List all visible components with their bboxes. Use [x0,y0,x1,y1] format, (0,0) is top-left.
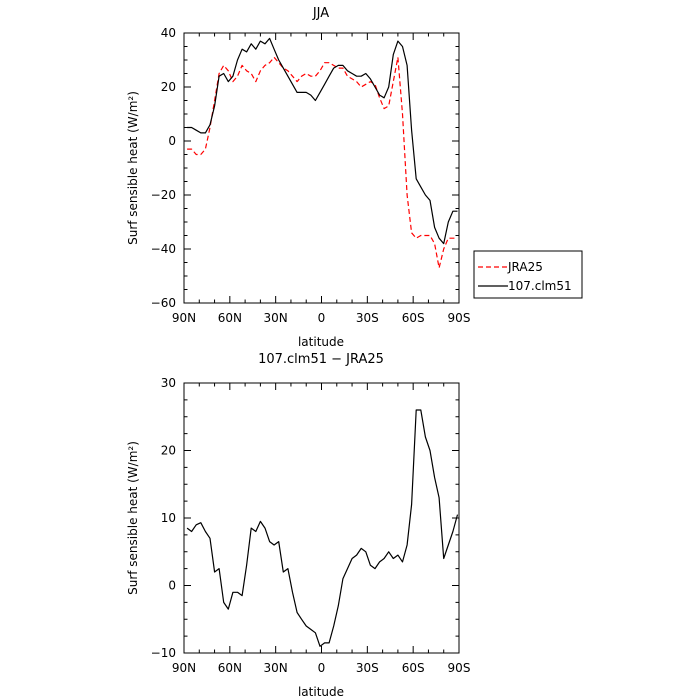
bottom-chart-x-tick-label: 90N [172,661,196,675]
bottom-chart-ticks [183,382,460,654]
bottom-chart-x-tick-label: 60N [218,661,242,675]
bottom-chart-y-tick-label: −10 [151,646,176,660]
bottom-chart-x-tick-label: 90S [448,661,471,675]
bottom-chart-y-tick-label: 0 [168,579,176,593]
bottom-chart-x-tick-label: 60S [402,661,425,675]
top-chart-ticks [183,32,460,304]
top-chart-x-tick-label: 30N [264,311,288,325]
legend-box [473,250,583,299]
top-chart-series [187,37,458,269]
bottom-chart-y-tick-label: 30 [161,376,176,390]
top-chart-x-tick-label: 0 [318,311,326,325]
bottom-chart-x-tick-labels: 90N 60N 30N 0 30S 60S 90S [172,661,471,675]
bottom-chart-x-tick-label: 30S [356,661,379,675]
chart-legend: JRA25 107.clm51 [473,250,583,299]
top-chart-x-axis-label: latitude [298,335,344,349]
bottom-chart-x-tick-label: 30N [264,661,288,675]
top-chart-title: JJA [312,6,329,21]
top-chart-y-tick-labels: −60 −40 −20 0 20 40 [151,26,176,310]
bottom-chart-y-tick-labels: −10 0 10 20 30 [151,376,176,660]
bottom-chart-y-tick-label: 10 [161,511,176,525]
top-chart-x-tick-label: 90N [172,311,196,325]
top-chart-series-line-2 [187,37,458,245]
legend-label-clm51: 107.clm51 [508,279,572,293]
top-chart-y-tick-label: −60 [151,296,176,310]
top-chart-x-tick-label: 60N [218,311,242,325]
bottom-chart-series-line-1 [186,409,459,647]
legend-label-jra25: JRA25 [507,260,543,274]
bottom-chart-y-tick-label: 20 [161,444,176,458]
top-chart-y-tick-label: 0 [168,134,176,148]
top-chart-x-tick-label: 60S [402,311,425,325]
top-chart-y-tick-label: −20 [151,188,176,202]
bottom-chart-plot-frame [183,382,460,654]
top-chart-series-line-1 [187,56,458,269]
top-chart-panel: JJA 90N 60N 30N 0 30S 60S 90S −60 −40 −20 0 20 40 l… [126,6,470,349]
top-chart-y-tick-label: 20 [161,80,176,94]
bottom-chart-x-axis-label: latitude [298,685,344,699]
top-chart-x-tick-label: 30S [356,311,379,325]
bottom-chart-panel: 107.clm51 − JRA25 90N 60N 30N 0 30S 60S 90S −1… [126,352,470,699]
top-chart-y-axis-label: Surf sensible heat (W/m²) [126,91,140,245]
top-chart-x-tick-labels: 90N 60N 30N 0 30S 60S 90S [172,311,471,325]
top-chart-y-tick-label: 40 [161,26,176,40]
top-chart-y-tick-label: −40 [151,242,176,256]
bottom-chart-series [186,409,459,647]
top-chart-x-tick-label: 90S [448,311,471,325]
top-chart-plot-frame [183,32,460,304]
bottom-chart-title: 107.clm51 − JRA25 [258,352,384,367]
bottom-chart-y-axis-label: Surf sensible heat (W/m²) [126,441,140,595]
bottom-chart-x-tick-label: 0 [318,661,326,675]
